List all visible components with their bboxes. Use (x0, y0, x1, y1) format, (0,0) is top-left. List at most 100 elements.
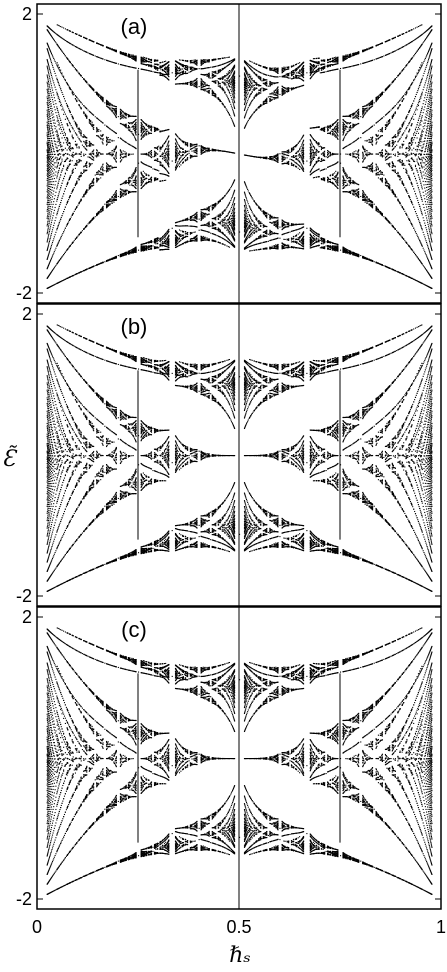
data-point (416, 133, 417, 134)
data-point (189, 82, 190, 83)
data-point (320, 161, 321, 162)
data-point (261, 157, 262, 158)
data-point (158, 240, 159, 241)
data-point (300, 148, 301, 149)
data-point (416, 52, 417, 53)
data-point (58, 170, 59, 171)
data-point (77, 98, 78, 99)
data-point (152, 156, 153, 157)
data-point (417, 104, 418, 105)
data-point (257, 227, 258, 228)
data-point (351, 143, 352, 144)
data-point (261, 242, 262, 243)
data-point (252, 199, 253, 200)
data-point (217, 73, 218, 74)
data-point (401, 98, 402, 99)
data-point (95, 55, 96, 56)
data-point (104, 204, 105, 205)
data-point (268, 75, 269, 76)
data-point (158, 161, 159, 162)
data-point (58, 193, 59, 194)
data-point (374, 204, 375, 205)
data-point (68, 60, 69, 61)
data-point (62, 233, 63, 234)
data-point (383, 155, 384, 156)
data-point (396, 196, 397, 197)
data-point (420, 83, 421, 84)
data-point (420, 170, 421, 171)
data-point (404, 240, 405, 241)
data-point (57, 227, 58, 228)
data-point (88, 145, 89, 146)
data-point (74, 121, 75, 122)
data-point (57, 165, 58, 166)
data-point (57, 110, 58, 111)
data-point (56, 229, 57, 230)
data-point (374, 261, 375, 262)
data-point (404, 211, 405, 212)
data-point (401, 205, 402, 206)
data-point (56, 201, 57, 202)
data-point (320, 170, 321, 171)
data-point (268, 234, 269, 235)
data-point (99, 152, 100, 153)
data-point (110, 61, 111, 62)
data-point (396, 50, 397, 51)
data-point (417, 172, 418, 173)
data-point (421, 66, 422, 67)
data-point (99, 57, 100, 58)
data-point (419, 220, 420, 221)
data-point (56, 246, 57, 247)
data-point (71, 63, 72, 64)
data-point (410, 148, 411, 149)
data-point (351, 190, 352, 191)
data-point (250, 208, 251, 209)
data-point (407, 193, 408, 194)
data-point (71, 114, 72, 115)
data-point (227, 97, 228, 98)
data-point (88, 156, 89, 157)
data-point (138, 68, 139, 69)
data-point (77, 128, 78, 129)
data-point (306, 72, 307, 73)
data-point (56, 115, 57, 116)
data-point (56, 130, 57, 131)
data-point (404, 274, 405, 275)
data-point (62, 94, 63, 95)
data-point (414, 191, 415, 192)
data-point (268, 86, 269, 87)
data-point (401, 236, 402, 237)
data-point (368, 201, 369, 202)
data-point (217, 150, 218, 151)
data-point (421, 80, 422, 81)
data-point (66, 116, 67, 117)
data-point (127, 66, 128, 67)
data-point (290, 88, 291, 89)
data-point (217, 216, 218, 217)
data-point (412, 226, 413, 227)
data-point (410, 85, 411, 86)
data-point (77, 162, 78, 163)
data-point (82, 77, 83, 78)
data-point (217, 235, 218, 236)
data-point (56, 214, 57, 215)
data-point (401, 128, 402, 129)
data-point (99, 137, 100, 138)
data-point (62, 168, 63, 169)
data-point (419, 87, 420, 88)
data-point (64, 98, 65, 99)
data-point (320, 72, 321, 73)
data-point (420, 68, 421, 69)
data-point (290, 159, 291, 160)
data-point (261, 80, 262, 81)
data-point (199, 86, 200, 87)
data-point (77, 273, 78, 274)
data-point (391, 190, 392, 191)
data-point (189, 151, 190, 152)
data-point (210, 88, 211, 89)
data-point (414, 132, 415, 133)
data-point (417, 217, 418, 218)
data-point (396, 230, 397, 231)
data-point (172, 161, 173, 162)
